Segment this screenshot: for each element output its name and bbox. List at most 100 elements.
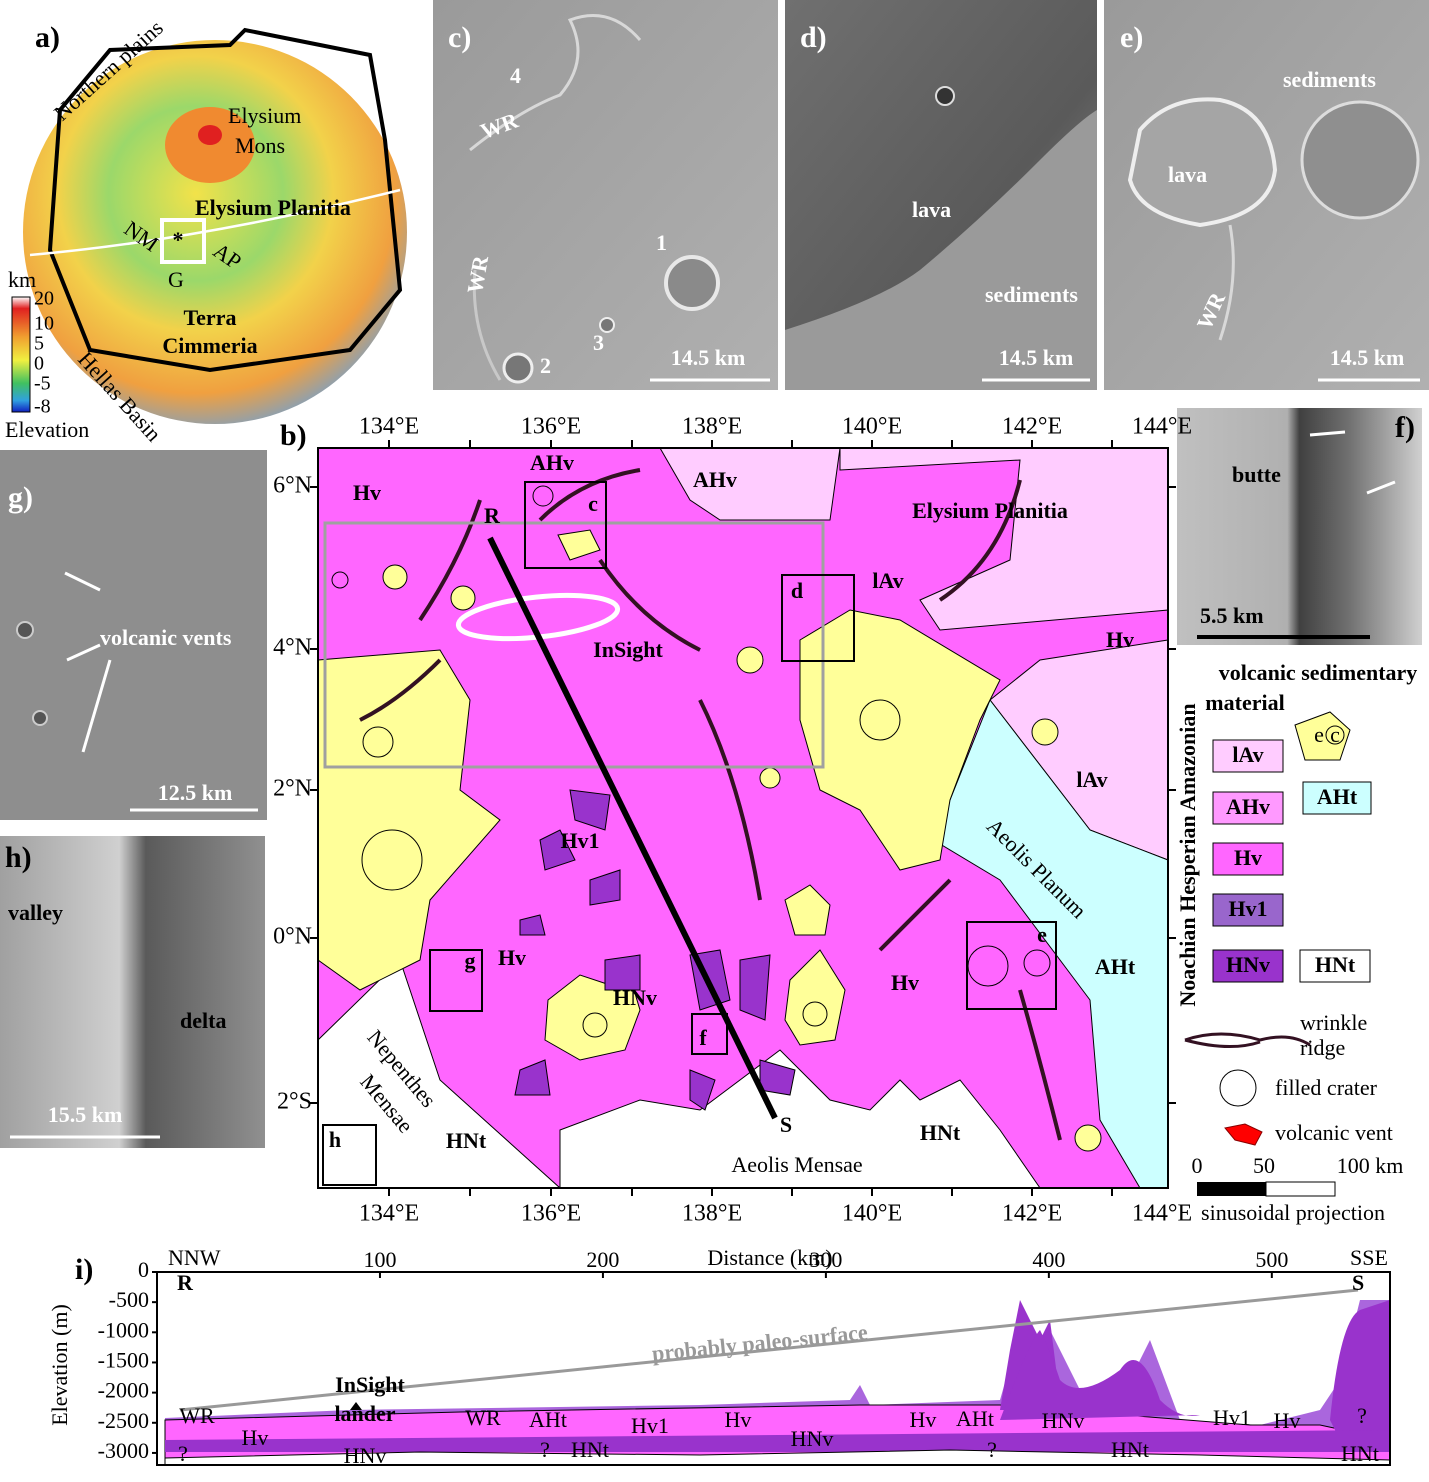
unit-sedimentary <box>784 949 846 1046</box>
lon-tick-label: 142°E <box>1002 1201 1062 1227</box>
legend-swatch <box>1212 893 1284 927</box>
lat-tick-label: 2°N <box>273 776 312 802</box>
lon-tick-label: 138°E <box>682 1201 742 1227</box>
legend-text: ridge <box>1300 1035 1345 1060</box>
globe <box>23 40 407 424</box>
y-tick-label: -2000 <box>98 1378 149 1403</box>
crater <box>502 352 534 384</box>
legend-icon-crater <box>1325 725 1345 745</box>
x-tick-label: 200 <box>586 1247 619 1272</box>
lander-label: lander <box>334 1401 395 1426</box>
unit-label: ? <box>540 1437 550 1462</box>
label: delta <box>180 1008 226 1033</box>
lon-tick-label: 134°E <box>359 1201 419 1227</box>
unit-label: AHv <box>693 467 737 492</box>
legend-unit: lAv <box>1232 742 1263 767</box>
legend-swatch <box>1212 949 1284 983</box>
lon-tick-label: 134°E <box>359 414 419 440</box>
filled-crater <box>1023 949 1051 977</box>
legend-swatch <box>1212 791 1284 825</box>
direction: SSE <box>1350 1245 1388 1270</box>
box-h <box>322 1124 377 1186</box>
lon-tick-label: 138°E <box>682 414 742 440</box>
panel-label: e) <box>1120 21 1143 54</box>
plot-frame <box>156 1271 1391 1466</box>
unit-label: Hv <box>1106 627 1134 652</box>
unit-label: lAv <box>1076 767 1107 792</box>
lat-tick-label: 6°N <box>273 473 312 499</box>
y-tick-label: -1500 <box>98 1348 149 1373</box>
image <box>0 836 265 1148</box>
study-boundary <box>47 27 403 373</box>
box-f <box>691 1013 728 1055</box>
label: butte <box>1232 462 1281 487</box>
filled-crater <box>331 571 349 589</box>
profile-end: S <box>1352 1270 1364 1295</box>
profile-end: R <box>177 1270 194 1295</box>
place-label: Aeolis Mensae <box>731 1152 862 1177</box>
sed-patch <box>1031 718 1059 746</box>
paleo-label: probably paleo-surface <box>651 1319 869 1366</box>
label: Elysium <box>228 103 301 128</box>
unit-label: Hv1 <box>631 1413 669 1438</box>
colorbar-unit: km <box>8 267 36 292</box>
label: lava <box>1168 162 1207 187</box>
lon-tick-label: 136°E <box>521 414 581 440</box>
unit-label: HNt <box>446 1128 487 1153</box>
y-axis-title: Elevation (m) <box>47 1304 72 1426</box>
panel-label: d) <box>800 21 827 54</box>
sed-patch <box>759 767 781 789</box>
legend-vent <box>1224 1123 1263 1146</box>
colorbar <box>11 296 31 413</box>
wrinkle-ridges <box>359 468 1062 1141</box>
sed-patch <box>1074 1124 1102 1152</box>
unit-sedimentary <box>799 609 1001 871</box>
label: Terra <box>184 305 237 330</box>
scale-label: 14.5 km <box>999 345 1074 370</box>
colorbar-tick: 20 <box>34 288 54 310</box>
arrow <box>1309 430 1346 437</box>
panel-label: f) <box>1395 411 1415 444</box>
colorbar-tick: 0 <box>34 353 44 375</box>
unit-label: AHt <box>529 1407 567 1432</box>
y-tick-label: -1000 <box>98 1317 149 1342</box>
panel-c: c) 4 1 2 3 WR WR 14.5 km <box>433 0 778 390</box>
unit-label: HNv <box>613 985 657 1010</box>
colorbar-tick: -5 <box>34 373 51 395</box>
panel-g: g) volcanic vents 12.5 km <box>0 450 267 820</box>
unit-label: HNt <box>1111 1437 1149 1462</box>
arrow <box>1366 480 1396 495</box>
legend-header: material <box>1205 690 1284 715</box>
crater <box>1300 100 1420 220</box>
image <box>1177 408 1422 645</box>
label: sediments <box>1283 67 1376 92</box>
arrow <box>66 643 101 662</box>
label: Cimmeria <box>162 333 257 358</box>
unit-volcanic-hnv <box>514 789 796 1111</box>
panel-b: 134°E 134°E 136°E 136°E 138°E 138°E 140°E 140°E… <box>273 414 1192 1227</box>
legend-swatch <box>1212 739 1284 773</box>
colorbar-title: Elevation <box>5 417 89 442</box>
unit-label: AHt <box>1095 954 1136 979</box>
lander-label: InSight <box>335 1372 405 1397</box>
x-axis-title: Distance (km) <box>707 1245 832 1270</box>
label: 3 <box>593 330 604 355</box>
legend-icon-label: e <box>1314 722 1324 747</box>
map-frame <box>317 447 1169 1189</box>
unit-label: AHt <box>956 1406 994 1431</box>
legend-unit: Hv <box>1234 845 1262 870</box>
unit-label: ? <box>1357 1403 1367 1428</box>
y-tick-label: -3000 <box>98 1438 149 1463</box>
profile-end: R <box>484 503 501 528</box>
equator <box>29 188 401 257</box>
panel-a: a) Northern plains Elysium Mons Elysium … <box>5 15 407 446</box>
y-tick-label: -2500 <box>98 1408 149 1433</box>
unit-label: Hv <box>891 970 919 995</box>
unit-label: Hv <box>498 945 526 970</box>
filled-crater <box>532 485 554 507</box>
legend-text: filled crater <box>1275 1075 1378 1100</box>
image <box>0 450 267 820</box>
legend-swatch <box>1212 842 1284 876</box>
label: volcanic vents <box>100 625 232 650</box>
sed-patch <box>382 564 408 590</box>
